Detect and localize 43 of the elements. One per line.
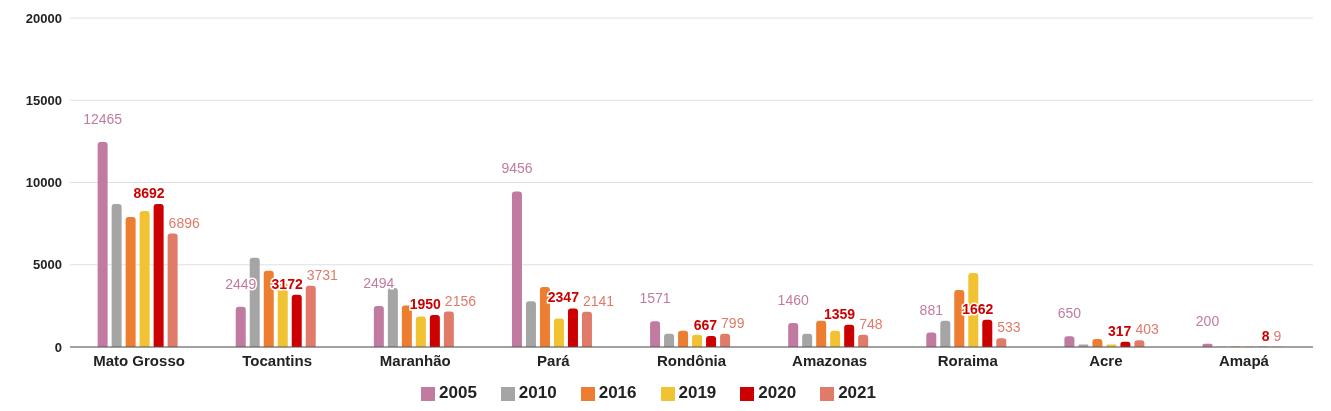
y-tick-label: 0 (54, 339, 62, 355)
legend-label: 2019 (678, 383, 717, 402)
data-label: 1359 (824, 305, 856, 322)
y-tick-label: 5000 (33, 257, 62, 273)
data-label: 8 (1261, 327, 1270, 344)
data-label: 667 (693, 317, 718, 334)
x-tick-label: Rondônia (656, 351, 727, 369)
legend-label: 2020 (758, 383, 797, 402)
data-label: 2156 (444, 292, 477, 309)
legend-label: 2010 (518, 383, 557, 402)
x-tick-label: Pará (537, 351, 571, 369)
data-label: 650 (1057, 305, 1082, 322)
data-label: 1460 (777, 291, 809, 308)
data-label: 881 (919, 301, 944, 318)
x-tick-label: Amazonas (792, 351, 868, 369)
data-label: 8692 (133, 185, 165, 202)
x-tick-label: Amapá (1218, 351, 1270, 369)
data-label: 2141 (582, 292, 615, 309)
x-tick-label: Maranhão (379, 351, 451, 369)
data-label: 317 (1108, 322, 1132, 339)
data-label: 403 (1135, 321, 1159, 338)
legend-label: 2005 (439, 383, 477, 402)
data-label: 9 (1273, 327, 1282, 344)
legend-label: 2016 (598, 383, 637, 402)
data-label: 1950 (409, 295, 442, 312)
y-tick-label: 20000 (25, 10, 62, 26)
data-label: 748 (859, 315, 883, 332)
data-label: 9456 (501, 160, 533, 177)
y-tick-label: 15000 (25, 92, 62, 108)
data-label: 3731 (306, 266, 339, 283)
data-label: 200 (1195, 312, 1220, 329)
legend-label: 2021 (838, 383, 876, 402)
data-label: 799 (721, 314, 745, 331)
x-tick-label: Tocantins (242, 351, 313, 369)
x-tick-label: Acre (1089, 351, 1123, 369)
data-label: 6896 (168, 214, 200, 231)
x-tick-label: Mato Grosso (93, 351, 185, 369)
data-label: 2494 (363, 274, 395, 291)
x-tick-label: Roraima (937, 351, 999, 369)
y-tick-label: 10000 (25, 175, 62, 191)
data-label: 1571 (639, 290, 671, 307)
data-label: 12465 (83, 110, 123, 127)
data-label: 533 (997, 319, 1021, 336)
